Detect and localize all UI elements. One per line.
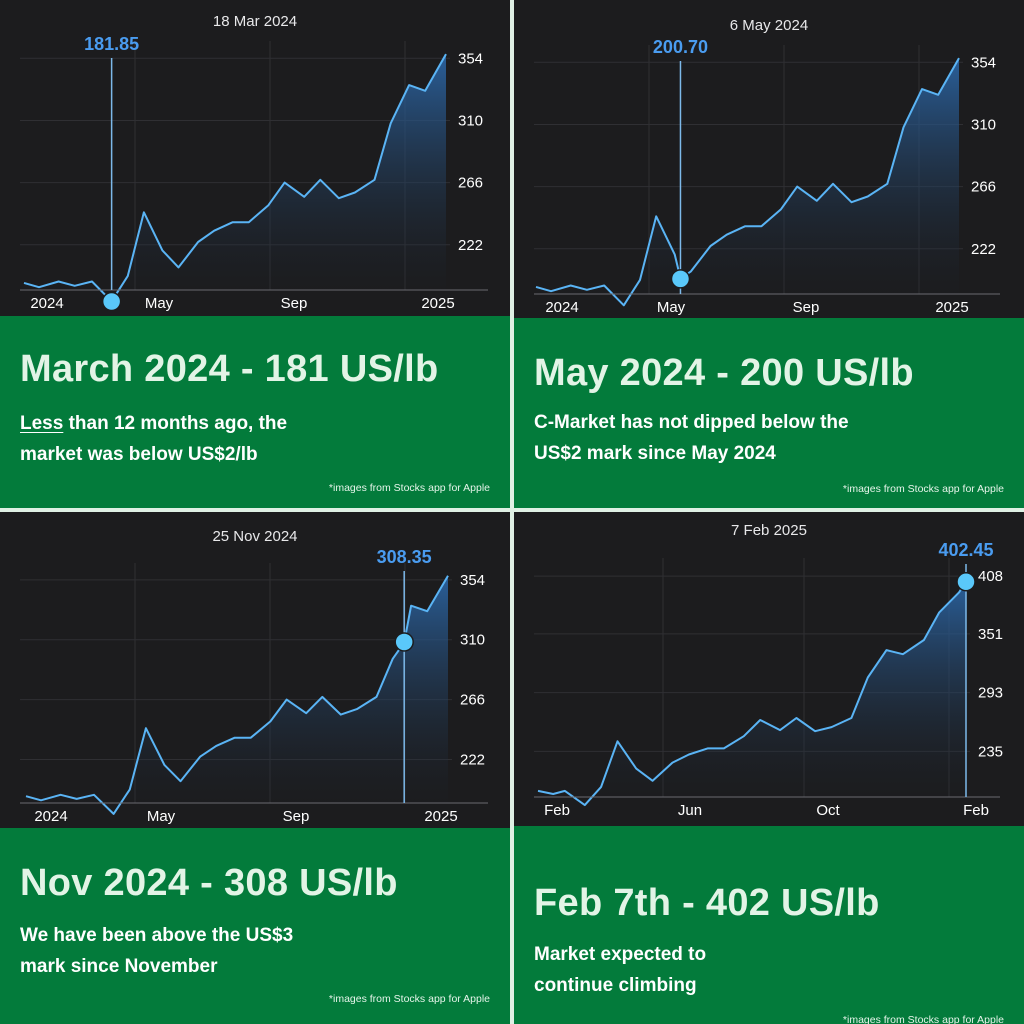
subtext-line1: C-Market has not dipped below the <box>534 412 849 433</box>
cursor-dot <box>101 291 122 312</box>
panel-feb-2025: 235 293 351 408 Feb Jun Oct Feb 7 Feb 2025 402.45… <box>514 512 1024 1024</box>
subtext: Less than 12 months ago, the market was … <box>20 408 287 470</box>
headline: March 2024 - 181 US/lb <box>20 348 439 390</box>
caption-box: May 2024 - 200 US/lb C-Market has not di… <box>514 318 1024 508</box>
headline: Feb 7th - 402 US/lb <box>534 882 880 924</box>
x-tick-label: Oct <box>816 802 840 819</box>
chart-area: 235 293 351 408 Feb Jun Oct Feb 7 Feb 2025 402.45 <box>514 512 1024 826</box>
x-tick-label: 2025 <box>935 299 968 316</box>
cursor-dot <box>394 632 414 652</box>
y-tick-label: 266 <box>971 179 996 196</box>
cursor-dot <box>670 269 691 289</box>
price-line <box>537 581 967 807</box>
credit-note: *images from Stocks app for Apple <box>842 1014 1004 1024</box>
subtext-line1: Market expected to <box>534 944 707 965</box>
price-line <box>23 53 447 303</box>
caption-box: March 2024 - 181 US/lb Less than 12 mont… <box>0 316 510 508</box>
subtext-line1: We have been above the US$3 <box>20 925 294 946</box>
y-tick-label: 222 <box>458 237 483 254</box>
x-tick-label: Sep <box>793 299 820 316</box>
panel-nov-2024: 222 266 310 354 2024 May Sep 2025 25 Nov 2024 308… <box>0 512 510 1024</box>
y-tick-label: 222 <box>971 241 996 258</box>
price-area <box>536 58 959 306</box>
y-tick-label: 266 <box>460 692 485 709</box>
credit-note: *images from Stocks app for Apple <box>328 482 490 494</box>
y-tick-label: 354 <box>458 50 483 67</box>
cursor-dot <box>956 572 976 592</box>
cursor-date-label: 25 Nov 2024 <box>212 528 297 545</box>
x-tick-label: Sep <box>281 295 308 312</box>
chart-area: 222 266 310 354 2024 May Sep 2025 25 Nov 2024 308… <box>0 512 510 828</box>
cursor-date-label: 7 Feb 2025 <box>731 522 807 539</box>
panel-may-2024: 222 266 310 354 2024 May Sep 2025 6 May 2024 200.… <box>514 0 1024 508</box>
price-area <box>538 581 966 806</box>
y-tick-label: 310 <box>460 632 485 649</box>
price-line <box>25 575 449 815</box>
y-tick-label: 235 <box>978 743 1003 760</box>
subtext: C-Market has not dipped below the US$2 m… <box>534 407 849 469</box>
subtext: We have been above the US$3 mark since N… <box>20 920 293 982</box>
price-chart: 222 266 310 354 2024 May Sep 2025 18 Mar 2024 181… <box>20 13 488 312</box>
price-area <box>26 575 448 814</box>
cursor-value-label: 181.85 <box>84 34 139 54</box>
credit-note: *images from Stocks app for Apple <box>842 483 1004 495</box>
caption-box: Feb 7th - 402 US/lb Market expected to c… <box>514 826 1024 1024</box>
y-tick-label: 354 <box>460 572 485 589</box>
x-tick-label: Feb <box>544 802 570 819</box>
y-tick-label: 351 <box>978 626 1003 643</box>
chart-area: 222 266 310 354 2024 May Sep 2025 18 Mar 2024 181… <box>0 0 510 316</box>
headline: Nov 2024 - 308 US/lb <box>20 862 398 904</box>
y-tick-label: 408 <box>978 568 1003 585</box>
x-tick-label: 2024 <box>34 808 67 825</box>
y-tick-label: 310 <box>458 112 483 129</box>
subtext-line2: US$2 mark since May 2024 <box>534 443 776 464</box>
cursor-value-label: 308.35 <box>377 547 432 567</box>
x-tick-label: Sep <box>283 808 310 825</box>
y-tick-label: 293 <box>978 685 1003 702</box>
y-tick-label: 266 <box>458 175 483 192</box>
x-tick-label: May <box>145 295 174 312</box>
headline: May 2024 - 200 US/lb <box>534 352 914 394</box>
y-tick-label: 354 <box>971 54 996 71</box>
x-tick-label: 2024 <box>30 295 63 312</box>
x-tick-label: Jun <box>678 802 702 819</box>
price-line <box>535 57 960 307</box>
x-tick-label: May <box>657 299 686 316</box>
subtext-line2: market was below US$2/lb <box>20 444 258 465</box>
y-tick-label: 310 <box>971 116 996 133</box>
x-tick-label: Feb <box>963 802 989 819</box>
price-chart: 222 266 310 354 2024 May Sep 2025 6 May 2024 200.… <box>534 17 1000 316</box>
chart-area: 222 266 310 354 2024 May Sep 2025 6 May 2024 200.… <box>514 0 1024 318</box>
credit-note: *images from Stocks app for Apple <box>328 993 490 1005</box>
price-chart: 235 293 351 408 Feb Jun Oct Feb 7 Feb 2025 402.45 <box>534 522 1003 819</box>
panel-march-2024: 222 266 310 354 2024 May Sep 2025 18 Mar 2024 181… <box>0 0 510 508</box>
x-tick-label: 2025 <box>421 295 454 312</box>
x-tick-label: 2024 <box>545 299 578 316</box>
x-tick-label: May <box>147 808 176 825</box>
x-tick-label: 2025 <box>424 808 457 825</box>
subtext-line2: continue climbing <box>534 975 697 996</box>
caption-box: Nov 2024 - 308 US/lb We have been above … <box>0 828 510 1024</box>
subtext-line2: mark since November <box>20 956 218 977</box>
subtext: Market expected to continue climbing <box>534 939 706 1001</box>
cursor-date-label: 6 May 2024 <box>730 17 808 34</box>
subtext-line1: than 12 months ago, the <box>63 413 288 434</box>
cursor-date-label: 18 Mar 2024 <box>213 13 297 30</box>
y-tick-label: 222 <box>460 751 485 768</box>
cursor-value-label: 402.45 <box>938 540 993 560</box>
price-chart: 222 266 310 354 2024 May Sep 2025 25 Nov 2024 308… <box>20 528 488 825</box>
cursor-value-label: 200.70 <box>653 37 708 57</box>
subtext-underlined: Less <box>20 413 64 434</box>
price-area <box>24 54 446 302</box>
